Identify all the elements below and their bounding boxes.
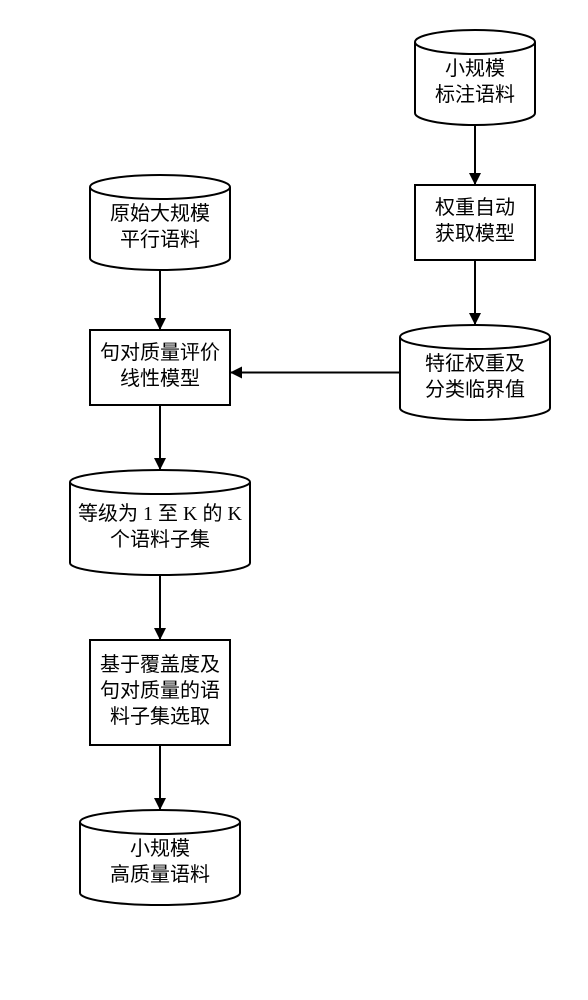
svg-text:小规模: 小规模 [130,837,190,860]
svg-text:权重自动: 权重自动 [435,196,515,219]
flowchart-canvas: 小规模标注语料权重自动获取模型特征权重及分类临界值原始大规模平行语料句对质量评价… [0,0,588,1000]
svg-text:句对质量的语: 句对质量的语 [100,679,220,702]
svg-text:平行语料: 平行语料 [120,228,200,251]
svg-text:线性模型: 线性模型 [120,367,200,390]
svg-text:原始大规模: 原始大规模 [110,202,210,225]
svg-text:特征权重及: 特征权重及 [425,352,525,375]
svg-text:个语料子集: 个语料子集 [110,528,210,551]
node-box_linear_model: 句对质量评价线性模型 [90,330,230,405]
node-box_select: 基于覆盖度及句对质量的语料子集选取 [90,640,230,745]
svg-text:基于覆盖度及: 基于覆盖度及 [100,653,220,676]
node-cyl_feat_weight: 特征权重及分类临界值 [400,325,550,420]
node-cyl_k_subsets: 等级为 1 至 K 的 K 个语料子集 [70,470,250,575]
svg-text:高质量语料: 高质量语料 [110,863,210,886]
node-cyl_small_hq: 小规模高质量语料 [80,810,240,905]
node-cyl_large_parallel: 原始大规模平行语料 [90,175,230,270]
node-cyl_small_annot: 小规模标注语料 [415,30,535,125]
svg-text:分类临界值: 分类临界值 [425,378,525,401]
node-box_weight_auto: 权重自动获取模型 [415,185,535,260]
svg-text:标注语料: 标注语料 [435,83,515,106]
svg-text:句对质量评价: 句对质量评价 [100,341,220,364]
svg-text:获取模型: 获取模型 [435,222,515,245]
svg-text:料子集选取: 料子集选取 [110,705,210,728]
svg-text:小规模: 小规模 [445,57,505,80]
svg-text:等级为 1 至 K 的 K: 等级为 1 至 K 的 K [78,502,242,525]
